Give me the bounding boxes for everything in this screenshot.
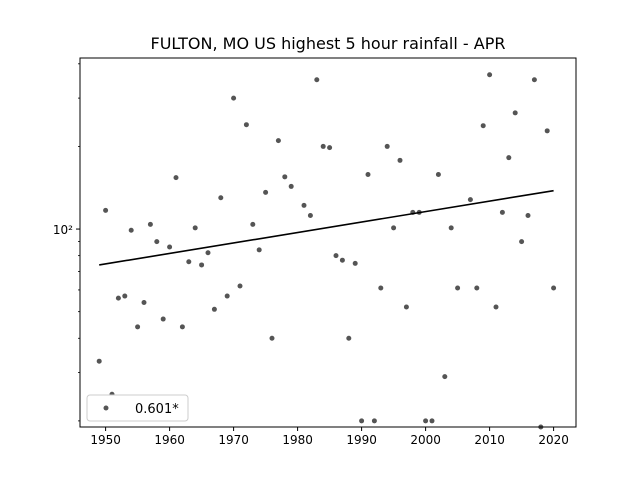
points-layer xyxy=(96,72,557,430)
data-point xyxy=(455,285,461,291)
data-point xyxy=(320,143,326,149)
data-point xyxy=(186,259,192,265)
data-point xyxy=(115,295,121,301)
data-point xyxy=(147,221,153,227)
legend-box xyxy=(86,394,189,422)
trend-layer xyxy=(99,189,554,266)
x-axis: 1950 1960 1970 1980 1990 2000 2010 2020 xyxy=(90,427,569,447)
plot-area xyxy=(79,57,577,428)
data-point xyxy=(359,418,365,424)
data-point xyxy=(314,77,320,83)
chart-title: FULTON, MO US highest 5 hour rainfall - … xyxy=(151,34,506,53)
data-point xyxy=(429,418,435,424)
data-point xyxy=(397,157,403,163)
x-tick-label: 2000 xyxy=(410,433,441,447)
data-point xyxy=(179,324,185,330)
data-point xyxy=(544,128,550,134)
data-point xyxy=(211,306,217,312)
data-point xyxy=(218,195,224,201)
data-point xyxy=(435,172,441,178)
data-point xyxy=(506,155,512,161)
x-tick-label: 1960 xyxy=(154,433,185,447)
data-point xyxy=(301,202,307,208)
data-point xyxy=(231,95,237,101)
data-point xyxy=(333,253,339,259)
x-tick-label: 2010 xyxy=(474,433,505,447)
data-point xyxy=(512,110,518,116)
data-point xyxy=(237,283,243,289)
legend-label: 0.601* xyxy=(135,402,179,417)
data-point xyxy=(487,72,493,78)
data-point xyxy=(173,175,179,181)
data-point xyxy=(275,138,281,144)
data-point xyxy=(352,260,358,266)
data-point xyxy=(199,262,205,268)
data-point xyxy=(403,304,409,310)
data-point xyxy=(263,189,269,195)
data-point xyxy=(224,293,230,299)
data-point xyxy=(269,335,275,341)
data-point xyxy=(519,239,525,245)
data-point xyxy=(256,247,262,253)
x-tick-label: 1970 xyxy=(218,433,249,447)
data-point xyxy=(96,358,102,364)
data-point xyxy=(282,174,288,180)
data-point xyxy=(448,225,454,231)
data-point xyxy=(327,145,333,151)
x-tick-label: 1990 xyxy=(346,433,377,447)
data-point xyxy=(551,285,557,291)
trend-line xyxy=(99,189,554,266)
y-axis: 10² xyxy=(53,63,80,422)
data-point xyxy=(474,285,480,291)
data-point xyxy=(250,221,256,227)
data-point xyxy=(103,207,109,213)
legend-marker xyxy=(103,405,109,411)
data-point xyxy=(160,316,166,322)
data-point xyxy=(288,183,294,189)
data-point xyxy=(391,225,397,231)
x-tick-label: 1980 xyxy=(282,433,313,447)
data-point xyxy=(378,285,384,291)
x-tick-label: 2020 xyxy=(538,433,569,447)
data-point xyxy=(307,213,313,219)
data-point xyxy=(135,324,141,330)
data-point xyxy=(167,244,173,250)
data-point xyxy=(122,293,128,299)
data-point xyxy=(205,250,211,256)
data-point xyxy=(371,418,377,424)
data-point xyxy=(243,122,249,128)
data-point xyxy=(128,227,134,233)
data-point xyxy=(346,335,352,341)
data-point xyxy=(384,143,390,149)
data-point xyxy=(525,213,531,219)
data-point xyxy=(480,123,486,129)
y-tick-label: 10² xyxy=(53,223,73,237)
data-point xyxy=(141,299,147,305)
legend: 0.601* xyxy=(86,394,189,422)
data-point xyxy=(192,225,198,231)
data-point xyxy=(423,418,429,424)
data-point xyxy=(467,197,473,203)
data-point xyxy=(442,374,448,380)
data-point xyxy=(531,77,537,83)
data-point xyxy=(339,257,345,263)
data-point xyxy=(154,239,160,245)
data-point xyxy=(365,172,371,178)
data-point xyxy=(499,209,505,215)
data-point xyxy=(493,304,499,310)
x-tick-label: 1950 xyxy=(90,433,121,447)
